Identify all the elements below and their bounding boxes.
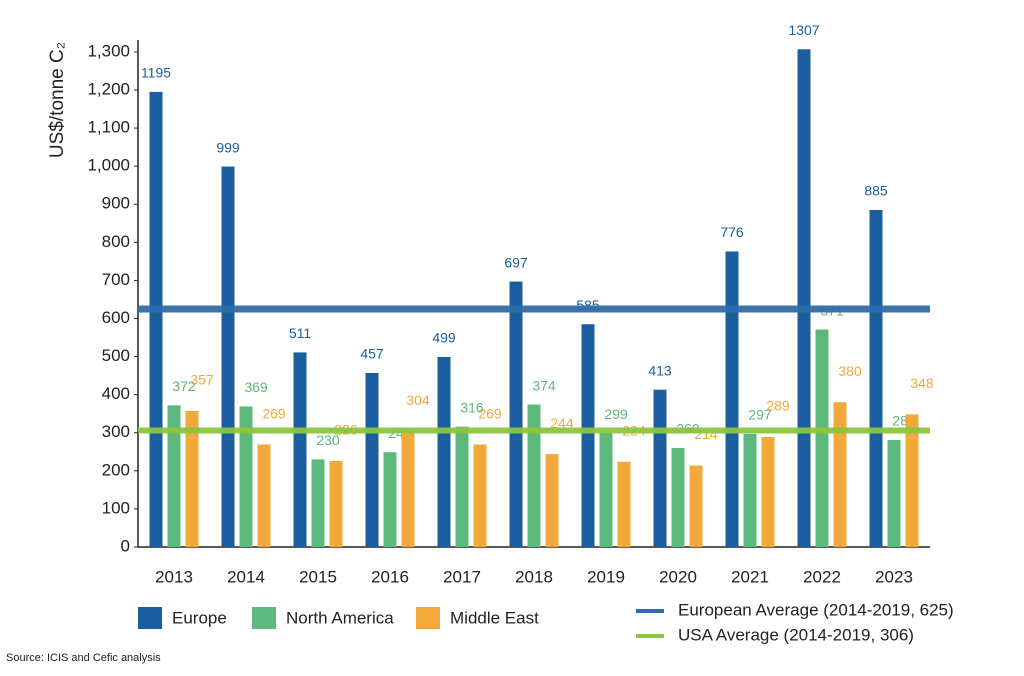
x-tick-label: 2023 [875,567,913,586]
value-label: 369 [244,379,268,395]
x-tick-label: 2022 [803,567,841,586]
bar [743,433,757,547]
legend-swatch [416,607,440,629]
value-label: 357 [190,372,214,388]
source-note: Source: ICIS and Cefic analysis [6,652,161,664]
value-label: 499 [432,330,456,346]
value-label: 374 [532,377,556,393]
y-tick-label: 400 [102,384,130,403]
y-tick-label: 1,100 [87,118,130,137]
legend-swatch [252,607,276,629]
value-label: 316 [460,399,484,415]
value-label: 380 [838,363,862,379]
bar [671,447,685,547]
bar [473,444,487,547]
bar [257,444,271,547]
x-tick-label: 2013 [155,567,193,586]
y-tick-label: 1,000 [87,156,130,175]
y-axis-label: US$/tonne C₂ [47,42,68,158]
value-label: 457 [360,346,384,362]
bar [185,411,199,547]
value-label: 297 [748,407,772,423]
legend-swatch [138,607,162,629]
value-label: 289 [766,398,790,414]
value-label: 230 [316,432,340,448]
y-tick-label: 800 [102,232,130,251]
y-tick-label: 300 [102,422,130,441]
bar [869,209,883,547]
bar [599,433,613,547]
bar [761,436,775,547]
value-label: 348 [910,375,934,391]
y-tick-label: 500 [102,346,130,365]
legend-label: Middle East [450,608,539,627]
x-tick-label: 2019 [587,567,625,586]
bar [509,281,523,547]
legend-label: USA Average (2014-2019, 306) [678,625,914,644]
bar [401,431,415,547]
value-label: 1195 [141,65,171,81]
bar [833,402,847,547]
y-tick-label: 200 [102,460,130,479]
bar [221,166,235,547]
value-label: 776 [720,224,744,240]
bar [725,251,739,547]
value-label: 372 [172,378,196,394]
y-tick-label: 100 [102,498,130,517]
bar [455,426,469,547]
x-tick-label: 2017 [443,567,481,586]
value-label: 511 [289,325,312,341]
legend-label: European Average (2014-2019, 625) [678,600,954,619]
bar [311,459,325,547]
bar [581,324,595,547]
bar [437,356,451,547]
bar [689,465,703,547]
x-tick-label: 2018 [515,567,553,586]
x-tick-label: 2016 [371,567,409,586]
value-label: 269 [478,405,502,421]
y-tick-label: 900 [102,194,130,213]
value-label: 885 [864,183,888,199]
y-tick-label: 600 [102,308,130,327]
bar [653,389,667,547]
x-tick-label: 2015 [299,567,337,586]
value-label: 413 [648,362,672,378]
bar [149,91,163,547]
value-label: 299 [604,406,628,422]
bar [797,49,811,547]
x-tick-label: 2014 [227,567,265,586]
bar [527,404,541,547]
bar [545,454,559,547]
legend-label: Europe [172,608,227,627]
value-label: 697 [504,254,528,270]
bar [887,439,901,547]
bar [239,406,253,547]
bar [617,461,631,547]
x-tick-label: 2021 [731,567,769,586]
y-tick-label: 1,200 [87,79,130,98]
bar [293,352,307,547]
bar [365,372,379,547]
value-label: 244 [550,415,574,431]
x-tick-label: 2020 [659,567,697,586]
bar [905,414,919,547]
y-tick-label: 1,300 [87,41,130,60]
value-label: 999 [216,139,240,155]
value-label: 1307 [788,22,819,38]
value-label: 269 [262,405,286,421]
value-label: 304 [406,392,430,408]
bar [329,460,343,547]
bar [815,329,829,547]
legend-label: North America [286,608,394,627]
y-tick-label: 700 [102,270,130,289]
y-tick-label: 0 [121,536,130,555]
bar [383,452,397,547]
bar [167,405,181,547]
